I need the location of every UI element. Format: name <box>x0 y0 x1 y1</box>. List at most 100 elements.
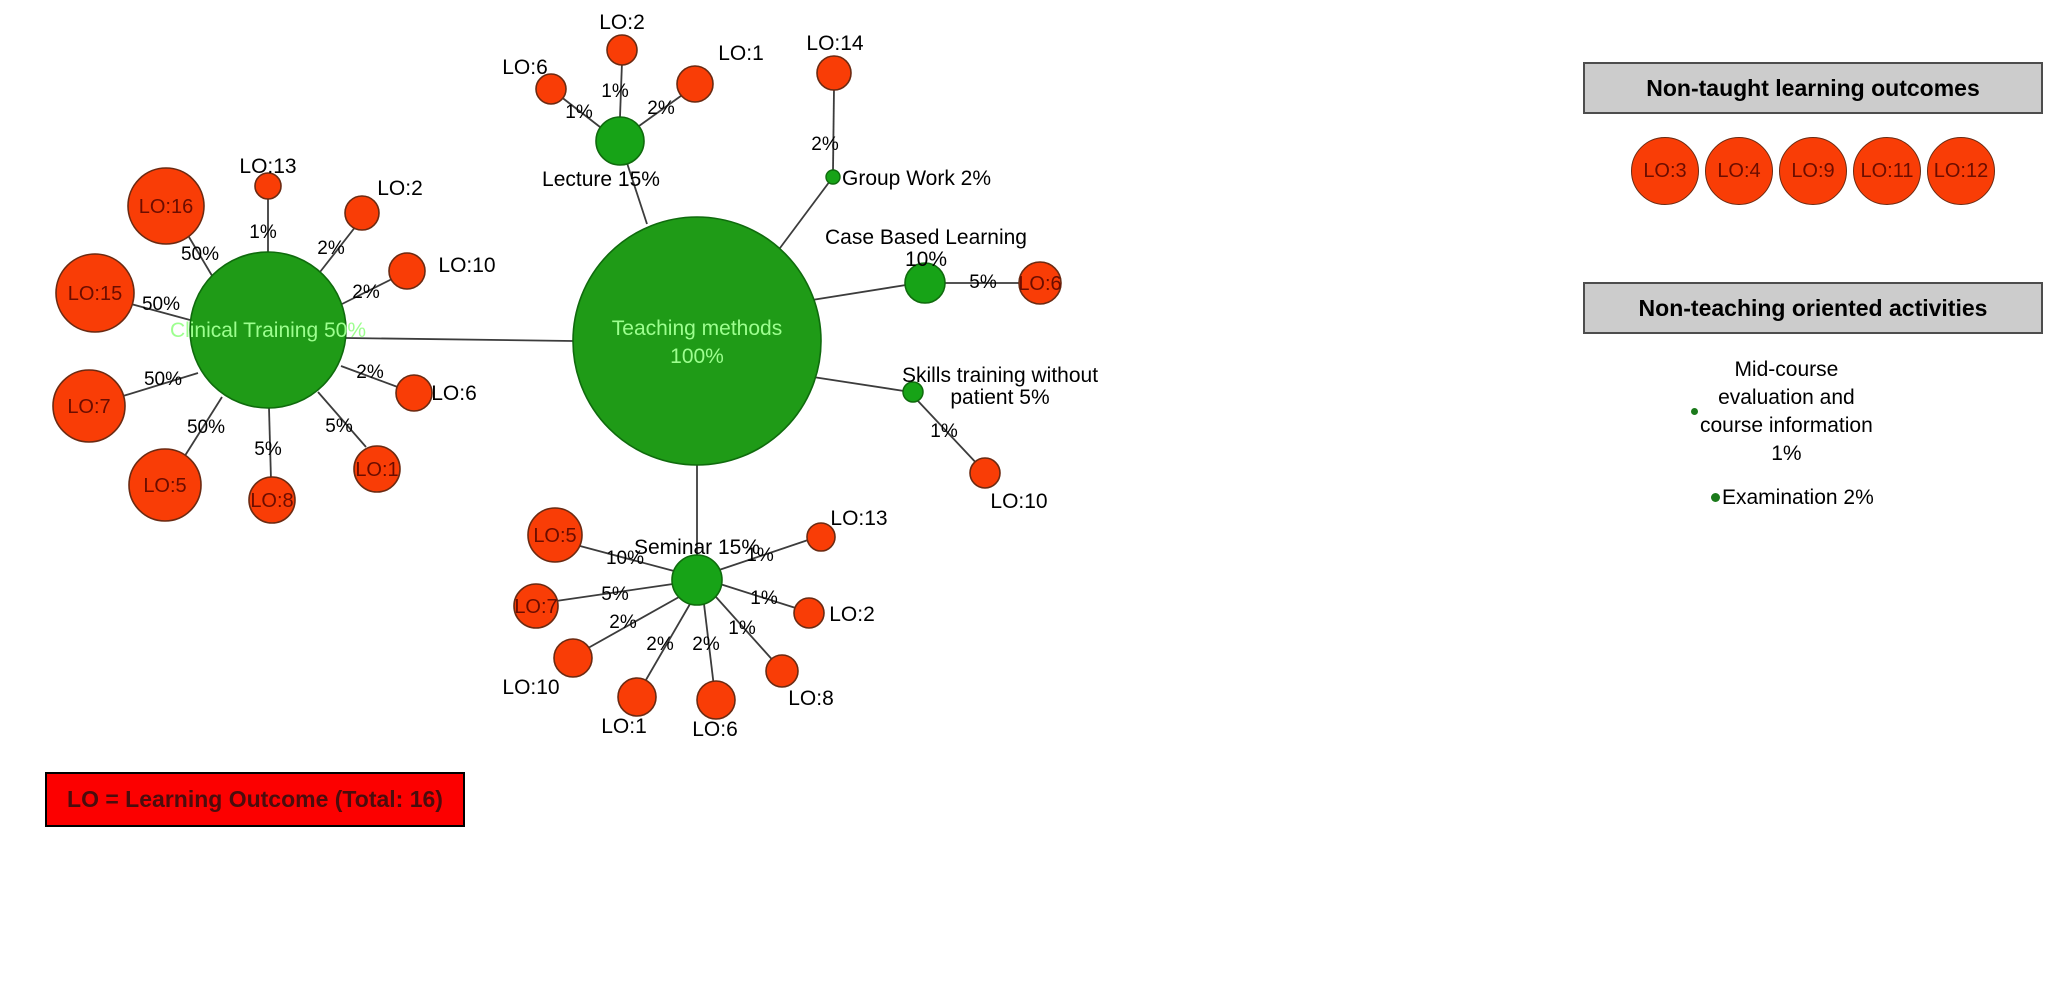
node-lo15-label: LO:15 <box>68 283 122 305</box>
node-sem-lo10-label: LO:10 <box>502 676 559 699</box>
non-taught-lo-9[interactable]: LO:9 <box>1779 137 1847 205</box>
node-ct-lo1[interactable] <box>353 445 401 493</box>
edge-label-seminar-lo1: 2% <box>646 634 674 655</box>
node-ct-lo8-label: LO:8 <box>250 490 293 512</box>
non-taught-lo-11[interactable]: LO:11 <box>1853 137 1921 205</box>
non-teaching-item-mid-course[interactable]: Mid-course evaluation and course informa… <box>1691 356 1873 468</box>
node-lec-lo2[interactable] <box>606 34 638 66</box>
edge-clinical-lo10 <box>341 276 397 305</box>
node-lo15[interactable] <box>55 253 135 333</box>
node-st-lo10[interactable] <box>969 457 1001 489</box>
node-lo5-clinical[interactable] <box>128 448 202 522</box>
edge-clinical-lo8 <box>268 407 272 481</box>
node-cbl-lo6[interactable] <box>1018 261 1062 305</box>
edge-label-seminar-lo8: 1% <box>728 618 756 639</box>
node-sem-lo1[interactable] <box>617 677 657 717</box>
node-sem-lo2[interactable] <box>793 597 825 629</box>
edge-labels-clinical: 50% 1% 2% 2% 50% 2% 50% 5% 50% 5% <box>142 222 384 460</box>
node-lec-lo1-label: LO:1 <box>718 42 764 65</box>
lo-legend-box: LO = Learning Outcome (Total: 16) <box>45 772 465 827</box>
node-lec-lo6-label: LO:6 <box>502 56 548 79</box>
node-gw-lo14[interactable] <box>816 55 852 91</box>
node-teaching-methods[interactable] <box>572 216 822 466</box>
non-taught-panel-title: Non-taught learning outcomes <box>1583 62 2043 114</box>
edge-label-seminar-lo6: 2% <box>692 634 720 655</box>
edge-label-lecture-lo6: 1% <box>565 102 593 123</box>
edge-label-seminar-lo2: 1% <box>750 588 778 609</box>
edge-label-cbl-lo6: 5% <box>969 272 997 293</box>
node-st-lo10-label: LO:10 <box>990 490 1047 513</box>
non-taught-lo-3[interactable]: LO:3 <box>1631 137 1699 205</box>
node-sem-lo10[interactable] <box>553 638 593 678</box>
non-teaching-item-examination[interactable]: Examination 2% <box>1711 484 1874 512</box>
node-ct-lo6[interactable] <box>395 374 433 412</box>
node-group-work[interactable] <box>825 169 841 185</box>
edges-minor <box>832 87 1019 468</box>
node-sem-lo8[interactable] <box>765 654 799 688</box>
edges-clinical <box>122 199 404 481</box>
edge-label-skills-lo10: 1% <box>930 421 958 442</box>
node-lo16[interactable] <box>127 167 205 245</box>
edge-label-clinical-lo7: 50% <box>144 369 182 390</box>
nodes-clinical-outcomes: LO:16 LO:13 LO:2 LO:10 LO:15 LO:6 LO:7 L… <box>52 155 496 524</box>
examination-label: Examination 2% <box>1722 486 1874 509</box>
edge-label-clinical-lo1: 5% <box>325 416 353 437</box>
node-ct-lo10-label: LO:10 <box>438 254 495 277</box>
node-teaching-methods-label-1: Teaching methods <box>612 317 782 340</box>
edges-seminar <box>555 537 815 688</box>
node-lo7-clinical[interactable] <box>52 369 126 443</box>
node-ct-lo10[interactable] <box>388 252 426 290</box>
node-seminar-label: Seminar 15% <box>634 536 760 559</box>
node-sem-lo5[interactable] <box>527 507 583 563</box>
node-sem-lo6[interactable] <box>696 680 736 720</box>
node-ct-lo2[interactable] <box>344 195 380 231</box>
edge-lecture-lo1 <box>638 92 686 127</box>
edge-skills-lo10 <box>917 400 981 468</box>
non-taught-lo-12[interactable]: LO:12 <box>1927 137 1995 205</box>
node-sem-lo8-label: LO:8 <box>788 687 834 710</box>
node-group-work-label: Group Work 2% <box>842 167 991 190</box>
node-case-based-learning[interactable] <box>904 262 946 304</box>
node-lec-lo1[interactable] <box>676 65 714 103</box>
edge-seminar-lo5 <box>579 545 675 572</box>
non-teaching-panel-title: Non-teaching oriented activities <box>1583 282 2043 334</box>
non-taught-lo-4[interactable]: LO:4 <box>1705 137 1773 205</box>
edge-label-clinical-lo8: 5% <box>254 439 282 460</box>
node-ct-lo13[interactable] <box>254 172 282 200</box>
node-sem-lo6-label: LO:6 <box>692 718 738 741</box>
edge-label-groupwork-lo14: 2% <box>811 134 839 155</box>
node-skills-training[interactable] <box>902 381 924 403</box>
edge-clinical-lo15 <box>130 303 191 321</box>
node-sem-lo7[interactable] <box>513 583 559 629</box>
node-cbl-label-1: Case Based Learning <box>825 226 1027 249</box>
edge-clinical-lo16 <box>185 231 215 280</box>
edge-label-clinical-lo2: 2% <box>317 238 345 259</box>
node-ct-lo1-label: LO:1 <box>355 459 398 481</box>
edge-teaching-lecture <box>626 162 648 225</box>
edges-lecture <box>559 61 686 128</box>
edges-hub <box>345 162 907 556</box>
edge-teaching-groupwork <box>779 180 831 249</box>
edge-clinical-lo5 <box>180 396 223 463</box>
node-lec-lo6[interactable] <box>535 73 567 105</box>
node-cbl-lo6-label: LO:6 <box>1018 273 1061 295</box>
node-sem-lo2-label: LO:2 <box>829 603 875 626</box>
node-clinical-training[interactable] <box>189 251 347 409</box>
edge-clinical-lo7 <box>122 372 199 397</box>
edge-label-clinical-lo5: 50% <box>187 417 225 438</box>
edge-seminar-lo7 <box>555 583 674 602</box>
node-lec-lo2-label: LO:2 <box>599 11 645 34</box>
edge-seminar-lo1 <box>642 603 691 686</box>
edge-clinical-lo2 <box>319 225 357 273</box>
nodes-seminar-outcomes: LO:5 LO:7 LO:10 LO:1 LO:6 LO:8 LO:2 LO:1… <box>502 507 887 741</box>
node-ct-lo8[interactable] <box>248 476 296 524</box>
node-sem-lo5-label: LO:5 <box>533 525 576 547</box>
node-sem-lo13[interactable] <box>806 522 836 552</box>
edge-seminar-lo10 <box>580 596 680 653</box>
node-skills-label-1: Skills training without <box>902 364 1098 387</box>
edge-seminar-lo6 <box>703 603 715 688</box>
node-lecture-label: Lecture 15% <box>542 168 660 191</box>
node-lecture[interactable] <box>595 116 645 166</box>
non-teaching-items: Mid-course evaluation and course informa… <box>1583 356 2043 556</box>
node-seminar[interactable] <box>671 554 723 606</box>
